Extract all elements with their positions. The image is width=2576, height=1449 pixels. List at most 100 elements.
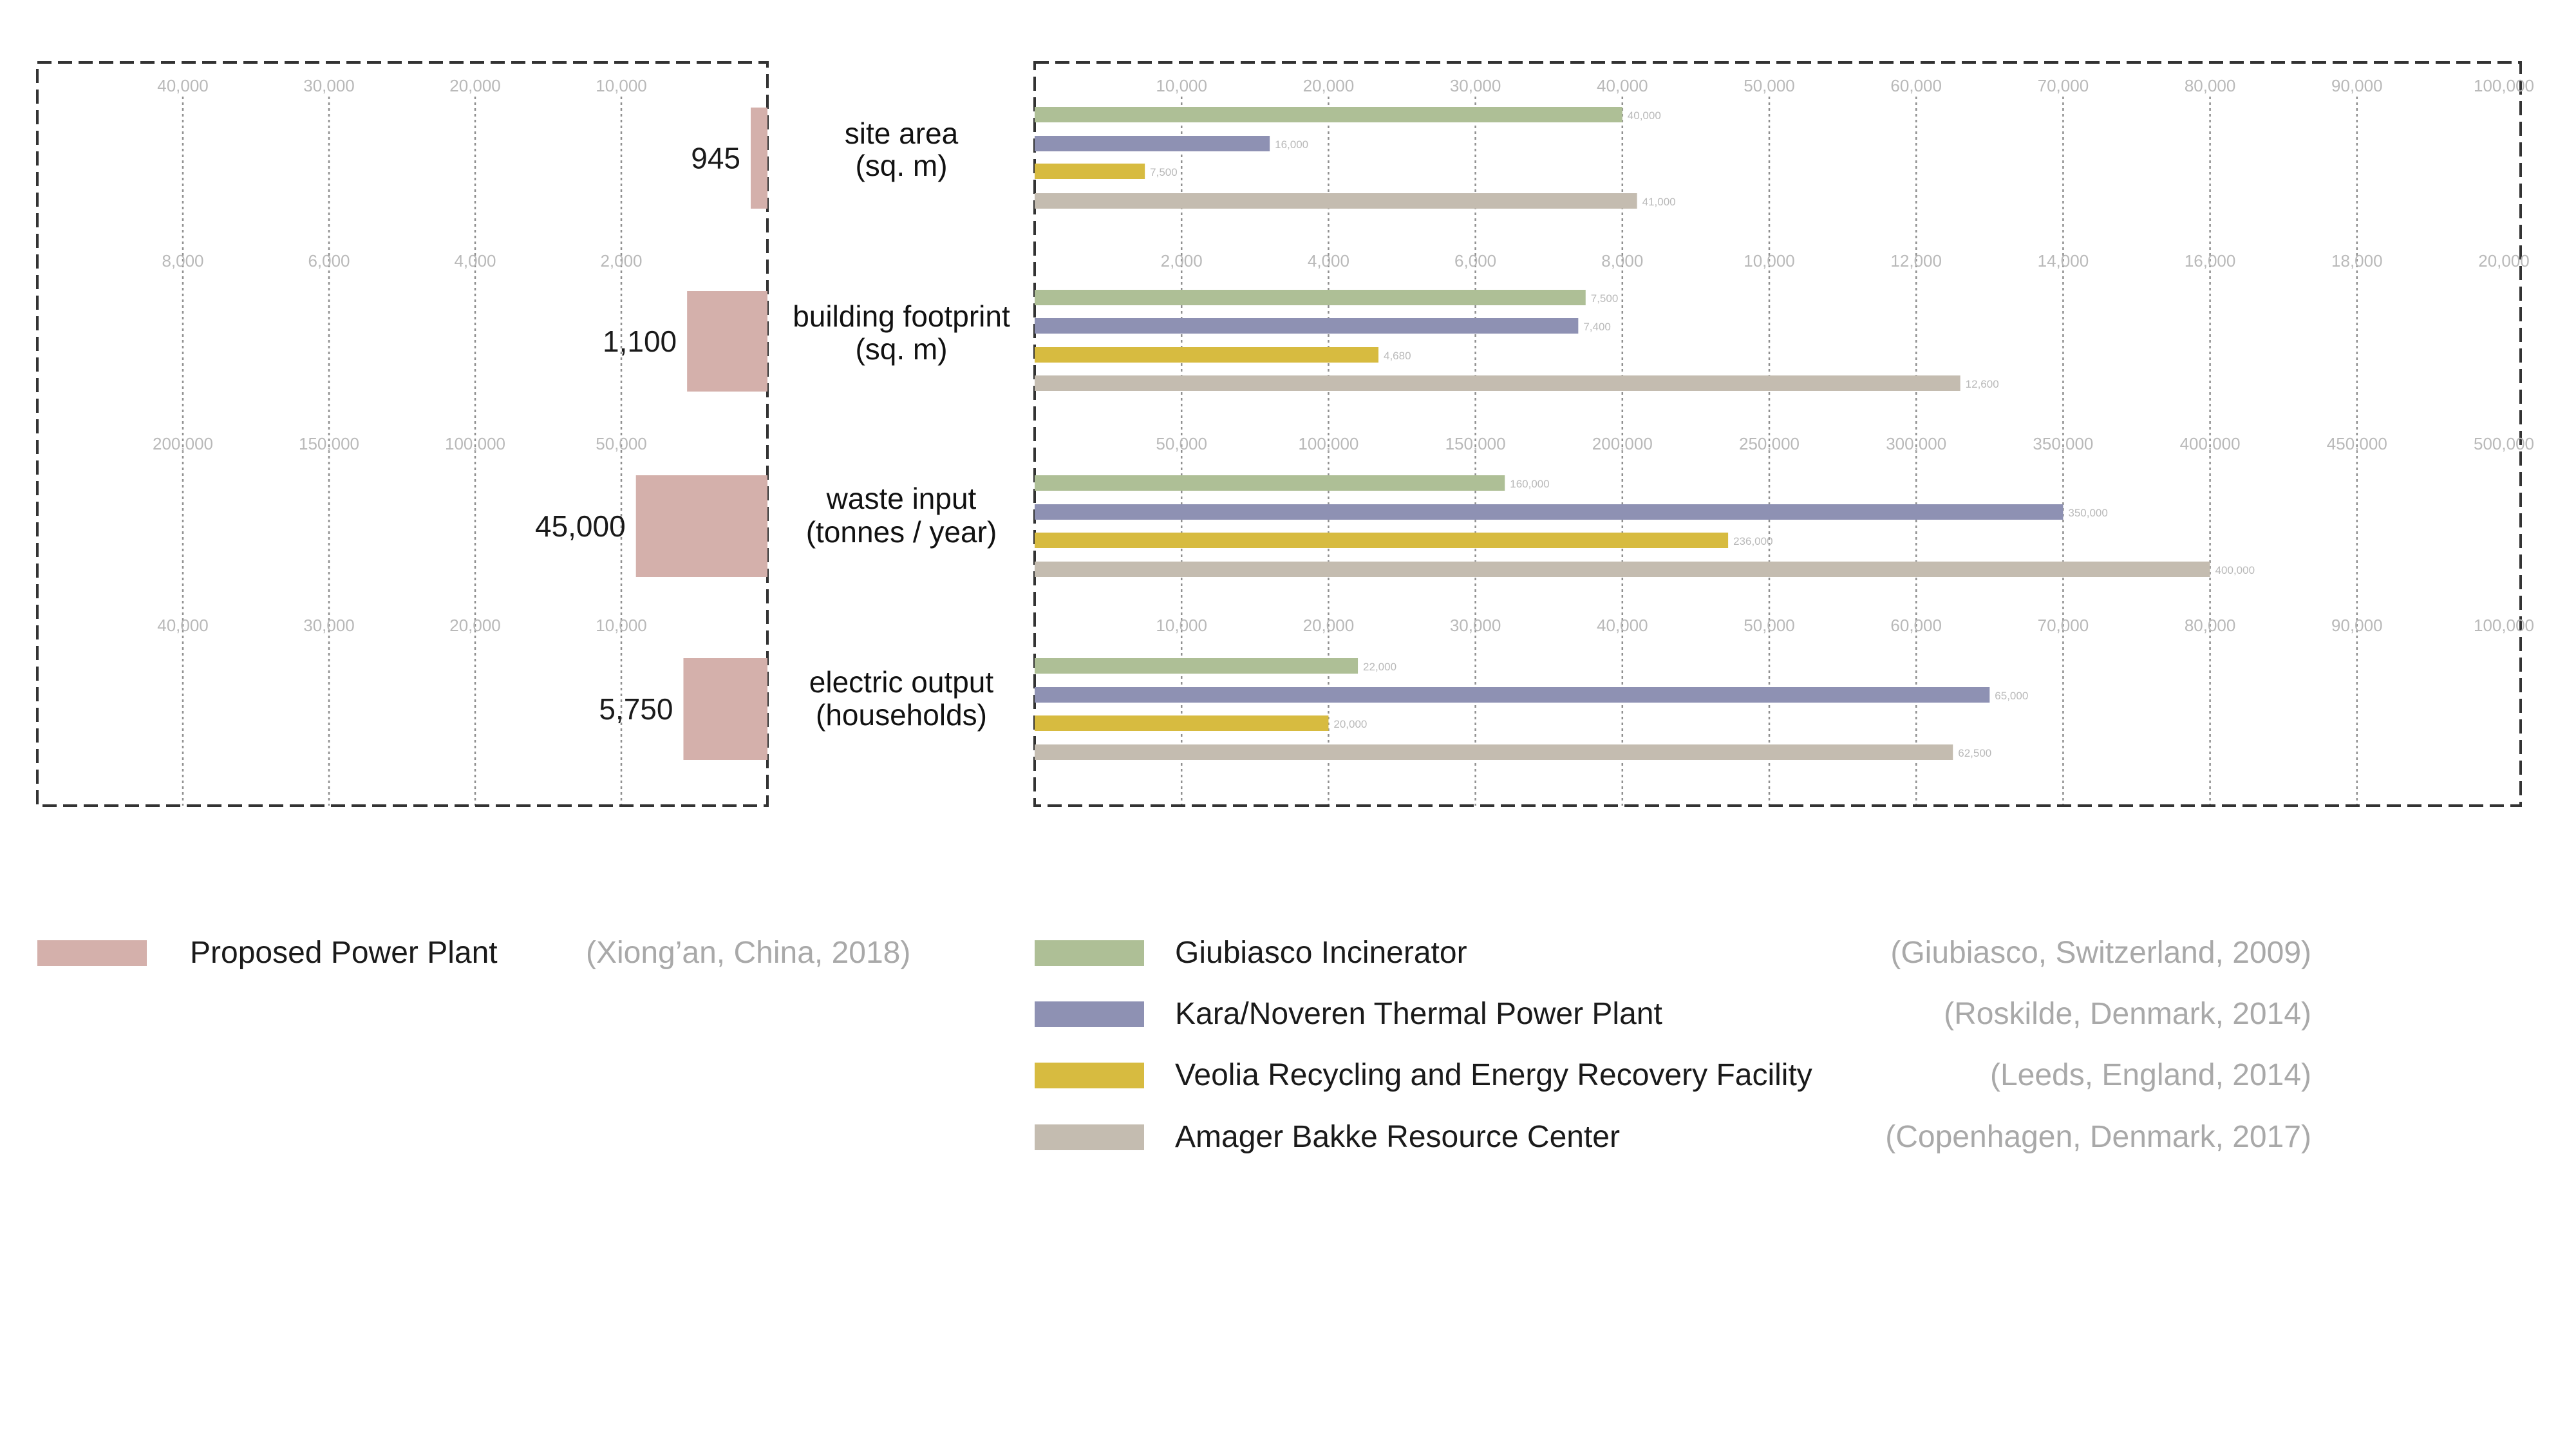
right-tick-label: 40,000 — [1597, 76, 1648, 95]
right-tick-label: 10,000 — [1156, 616, 1207, 635]
right-tick-label: 500,000 — [2474, 434, 2534, 453]
left-tick-label: 20,000 — [449, 76, 501, 95]
left-tick-label: 40,000 — [157, 616, 209, 635]
right-tick-label: 80,000 — [2185, 616, 2236, 635]
right-tick-label: 18,000 — [2331, 251, 2383, 270]
proposed-value-label: 45,000 — [535, 509, 626, 543]
legend-place-veolia: (Leeds, England, 2014) — [1990, 1058, 2311, 1092]
legend-swatch-amager — [1035, 1124, 1144, 1150]
comparison-bar — [1035, 658, 1359, 674]
proposed-value-label: 1,100 — [603, 325, 677, 358]
legend-place-proposed: (Xiong’an, China, 2018) — [586, 936, 910, 970]
right-tick-label: 350,000 — [2033, 434, 2093, 453]
left-tick-label: 8,000 — [162, 251, 203, 270]
right-tick-label: 40,000 — [1597, 616, 1648, 635]
comparison-value-label: 22,000 — [1363, 661, 1396, 673]
comparison-value-label: 350,000 — [2068, 507, 2107, 519]
metric-label: (sq. m) — [855, 149, 947, 182]
comparison-bar — [1035, 290, 1586, 305]
right-tick-label: 8,000 — [1601, 251, 1643, 270]
right-tick-label: 100,000 — [1298, 434, 1359, 453]
right-tick-label: 30,000 — [1450, 616, 1501, 635]
right-tick-label: 60,000 — [1890, 76, 1942, 95]
proposed-value-label: 945 — [691, 142, 740, 175]
legend-label-proposed: Proposed Power Plant — [190, 936, 498, 970]
right-tick-label: 10,000 — [1156, 76, 1207, 95]
left-tick-label: 10,000 — [596, 616, 647, 635]
right-tick-label: 20,000 — [1303, 76, 1355, 95]
right-tick-label: 20,000 — [2478, 251, 2530, 270]
right-tick-label: 50,000 — [1744, 616, 1795, 635]
proposed-bar — [683, 658, 767, 760]
right-tick-label: 12,000 — [1890, 251, 1942, 270]
right-tick-label: 20,000 — [1303, 616, 1355, 635]
left-tick-label: 50,000 — [596, 434, 647, 453]
metric-label: (households) — [816, 698, 987, 732]
right-tick-label: 2,000 — [1161, 251, 1203, 270]
comparison-bar — [1035, 375, 1960, 391]
right-tick-label: 10,000 — [1744, 251, 1795, 270]
left-tick-label: 20,000 — [449, 616, 501, 635]
comparison-value-label: 41,000 — [1642, 196, 1676, 208]
legend-swatch-kara — [1035, 1001, 1144, 1027]
left-tick-label: 4,000 — [454, 251, 496, 270]
legend-swatch-veolia — [1035, 1063, 1144, 1088]
legend-label-kara: Kara/Noveren Thermal Power Plant — [1175, 997, 1662, 1031]
comparison-bar — [1035, 715, 1329, 731]
comparison-value-label: 7,500 — [1150, 166, 1178, 178]
left-tick-label: 150,000 — [299, 434, 359, 453]
right-tick-label: 250,000 — [1739, 434, 1800, 453]
right-tick-label: 50,000 — [1744, 76, 1795, 95]
right-tick-label: 4,000 — [1308, 251, 1349, 270]
right-tick-label: 60,000 — [1890, 616, 1942, 635]
comparison-bar — [1035, 475, 1505, 491]
metric-label: waste input — [826, 482, 977, 515]
comparison-value-label: 7,500 — [1591, 292, 1619, 305]
left-tick-label: 30,000 — [303, 616, 355, 635]
comparison-bar — [1035, 136, 1270, 151]
comparison-value-label: 40,000 — [1628, 109, 1661, 122]
metric-label: (sq. m) — [855, 332, 947, 366]
left-tick-label: 10,000 — [596, 76, 647, 95]
legend-label-giubiasco: Giubiasco Incinerator — [1175, 936, 1467, 970]
proposed-bar — [635, 475, 767, 577]
comparison-value-label: 160,000 — [1510, 478, 1549, 490]
right-tick-label: 200,000 — [1592, 434, 1653, 453]
legend-swatch-proposed — [37, 940, 147, 966]
left-tick-label: 100,000 — [445, 434, 505, 453]
left-tick-label: 200,000 — [153, 434, 213, 453]
comparison-value-label: 12,600 — [1966, 378, 1999, 390]
metric-label: building footprint — [793, 299, 1010, 333]
left-tick-label: 30,000 — [303, 76, 355, 95]
comparison-value-label: 236,000 — [1733, 535, 1772, 547]
comparison-value-label: 65,000 — [1995, 690, 2028, 702]
comparison-value-label: 4,680 — [1384, 350, 1411, 362]
legend-swatch-giubiasco — [1035, 940, 1144, 966]
right-tick-label: 300,000 — [1886, 434, 1946, 453]
comparison-bar — [1035, 347, 1378, 363]
legend-place-amager: (Copenhagen, Denmark, 2017) — [1885, 1120, 2311, 1154]
right-tick-label: 30,000 — [1450, 76, 1501, 95]
left-tick-label: 6,000 — [308, 251, 350, 270]
right-tick-label: 150,000 — [1445, 434, 1506, 453]
comparison-value-label: 7,400 — [1583, 321, 1611, 333]
right-tick-label: 90,000 — [2331, 616, 2383, 635]
comparison-bar — [1035, 164, 1145, 179]
comparison-bar — [1035, 318, 1579, 334]
left-panel-frame — [36, 61, 769, 807]
right-tick-label: 70,000 — [2038, 616, 2089, 635]
right-tick-label: 50,000 — [1156, 434, 1207, 453]
comparison-bar — [1035, 562, 2210, 577]
left-tick-label: 40,000 — [157, 76, 209, 95]
proposed-bar — [687, 291, 767, 392]
right-tick-label: 100,000 — [2474, 76, 2534, 95]
legend-label-veolia: Veolia Recycling and Energy Recovery Fac… — [1175, 1058, 1812, 1092]
comparison-bar — [1035, 744, 1953, 760]
legend-label-amager: Amager Bakke Resource Center — [1175, 1120, 1620, 1154]
metric-label: electric output — [809, 665, 994, 699]
proposed-value-label: 5,750 — [599, 692, 673, 726]
comparison-value-label: 62,500 — [1958, 747, 1991, 759]
metric-label: (tonnes / year) — [806, 515, 997, 549]
